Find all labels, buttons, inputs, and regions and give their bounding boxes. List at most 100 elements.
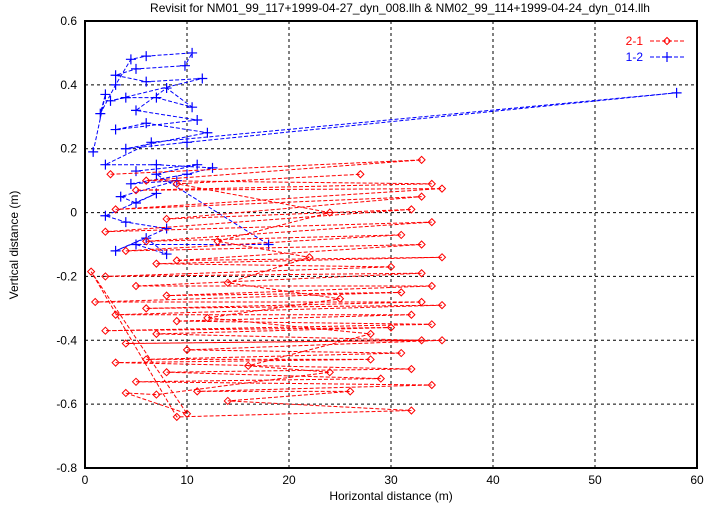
data-point-1-2 (151, 169, 162, 180)
data-point-1-2 (151, 159, 162, 170)
data-point-2-1 (111, 205, 120, 214)
data-point-1-2 (100, 89, 111, 100)
data-point-2-1 (427, 217, 437, 227)
data-point-2-1 (305, 253, 314, 262)
data-point-1-2 (141, 76, 152, 87)
data-point-2-1 (376, 374, 386, 383)
legend: 2-11-2 (626, 34, 684, 64)
data-point-2-1 (111, 358, 120, 367)
data-point-2-1 (407, 406, 416, 415)
data-point-2-1 (437, 300, 447, 310)
y-tick-label: -0.8 (56, 461, 77, 475)
data-point-2-1 (106, 170, 115, 179)
data-point-1-2 (125, 54, 136, 65)
x-tick-label: 60 (690, 473, 704, 487)
data-point-2-1 (121, 246, 131, 256)
x-tick-label: 30 (384, 473, 398, 487)
data-point-1-2 (192, 159, 203, 170)
x-tick-label: 50 (588, 473, 602, 487)
data-point-2-1 (417, 240, 426, 249)
data-point-2-1 (152, 390, 161, 399)
data-point-2-1 (407, 364, 416, 374)
data-point-2-1 (437, 336, 447, 345)
legend-label: 2-1 (626, 34, 644, 48)
data-point-2-1 (437, 184, 447, 193)
plot-frame (84, 20, 698, 469)
chart-title: Revisit for NM01_99_117+1999-04-27_dyn_0… (150, 1, 650, 15)
data-point-1-2 (120, 143, 131, 154)
data-point-2-1 (172, 179, 182, 189)
y-tick-label: -0.2 (56, 269, 77, 283)
data-point-2-1 (162, 214, 171, 224)
data-point-2-1 (172, 316, 182, 326)
data-point-2-1 (325, 208, 335, 217)
data-point-2-1 (386, 323, 396, 332)
data-point-2-1 (152, 329, 161, 339)
data-point-1-2 (141, 51, 152, 62)
data-point-2-1 (396, 288, 406, 297)
data-point-1-2 (105, 95, 116, 106)
data-point-2-1 (141, 176, 151, 185)
data-point-2-1 (437, 253, 447, 262)
data-point-1-2 (131, 197, 141, 208)
legend-label: 1-2 (626, 50, 644, 64)
data-point-2-1 (101, 227, 110, 236)
data-point-2-1 (427, 320, 437, 329)
legend-marker (662, 36, 672, 46)
data-point-1-2 (671, 87, 682, 98)
data-point-2-1 (407, 205, 416, 214)
data-point-1-2 (192, 114, 203, 125)
data-point-1-2 (187, 102, 198, 113)
data-point-2-1 (101, 272, 110, 281)
data-point-1-2 (110, 124, 121, 135)
data-point-1-2 (207, 162, 218, 173)
data-point-2-1 (131, 186, 141, 195)
data-point-1-2 (88, 146, 99, 157)
data-point-1-2 (202, 127, 213, 138)
data-point-2-1 (203, 313, 212, 323)
data-point-2-1 (427, 281, 437, 291)
data-point-1-2 (131, 63, 141, 74)
y-tick-label: -0.6 (56, 397, 77, 411)
x-tick-label: 10 (180, 473, 194, 487)
data-point-1-2 (146, 137, 157, 148)
data-point-2-1 (366, 355, 375, 364)
data-point-1-2 (100, 210, 111, 221)
data-point-2-1 (386, 262, 396, 272)
data-point-1-2 (115, 191, 126, 202)
data-point-2-1 (90, 297, 100, 307)
data-point-2-1 (152, 259, 161, 268)
data-point-2-1 (131, 281, 141, 291)
data-point-2-1 (172, 256, 182, 265)
data-point-1-2 (120, 217, 131, 228)
data-point-1-2 (141, 118, 152, 129)
x-axis-label: Horizontal distance (m) (329, 489, 452, 503)
data-point-2-1 (356, 170, 365, 179)
data-point-2-1 (182, 409, 192, 418)
data-point-2-1 (172, 412, 182, 422)
data-point-1-2 (151, 92, 162, 103)
data-point-1-2 (179, 60, 190, 71)
data-point-2-1 (121, 388, 131, 398)
data-point-2-1 (417, 297, 426, 307)
data-point-2-1 (111, 310, 120, 319)
y-axis-label: Vertical distance (m) (7, 191, 21, 300)
data-point-1-2 (95, 108, 106, 119)
data-point-2-1 (325, 368, 335, 377)
data-point-2-1 (141, 304, 151, 313)
data-point-1-2 (161, 83, 172, 94)
ticks: 0 10 20 30 40 50 60 -0.8 -0.6 -0.4 -0.2 0 0.2 0.4 0.6 (56, 14, 704, 487)
data-point-1-2 (187, 47, 198, 58)
data-point-2-1 (417, 192, 426, 201)
y-tick-label: 0 (70, 206, 77, 220)
data-point-1-2 (100, 159, 111, 170)
data-point-2-1 (427, 380, 437, 390)
data-point-2-1 (335, 294, 345, 303)
series-line-2-1 (90, 159, 443, 418)
data-point-2-1 (223, 396, 233, 406)
data-point-1-2 (120, 92, 131, 103)
x-tick-label: 20 (282, 473, 296, 487)
y-tick-label: 0.4 (60, 78, 77, 92)
data-point-2-1 (86, 267, 96, 276)
